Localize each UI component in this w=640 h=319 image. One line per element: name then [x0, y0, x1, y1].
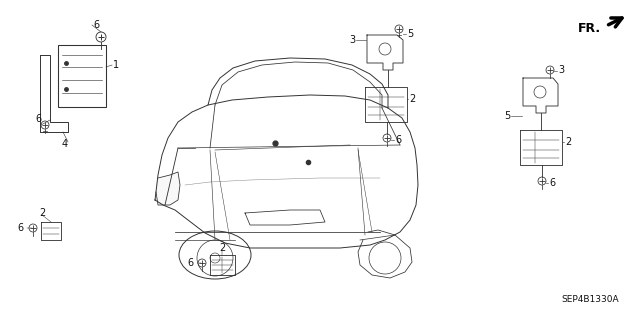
Text: 6: 6 [17, 223, 23, 233]
Text: 4: 4 [62, 139, 68, 149]
Text: 5: 5 [407, 29, 413, 39]
Text: 2: 2 [219, 243, 225, 253]
Text: 3: 3 [349, 35, 355, 45]
Text: 2: 2 [409, 94, 415, 104]
Text: FR.: FR. [578, 21, 601, 34]
Text: 2: 2 [39, 208, 45, 218]
Bar [58, 45, 106, 107]
Text: 6: 6 [93, 20, 99, 30]
Text: 6: 6 [188, 258, 194, 268]
Text: 6: 6 [549, 178, 555, 188]
Polygon shape [156, 172, 180, 205]
Text: 5: 5 [504, 111, 510, 121]
Text: 1: 1 [113, 60, 119, 70]
Text: 6: 6 [395, 135, 401, 145]
Text: 2: 2 [565, 137, 572, 147]
Text: 3: 3 [558, 65, 564, 75]
Text: 6: 6 [36, 114, 42, 124]
Text: SEP4B1330A: SEP4B1330A [561, 295, 619, 305]
